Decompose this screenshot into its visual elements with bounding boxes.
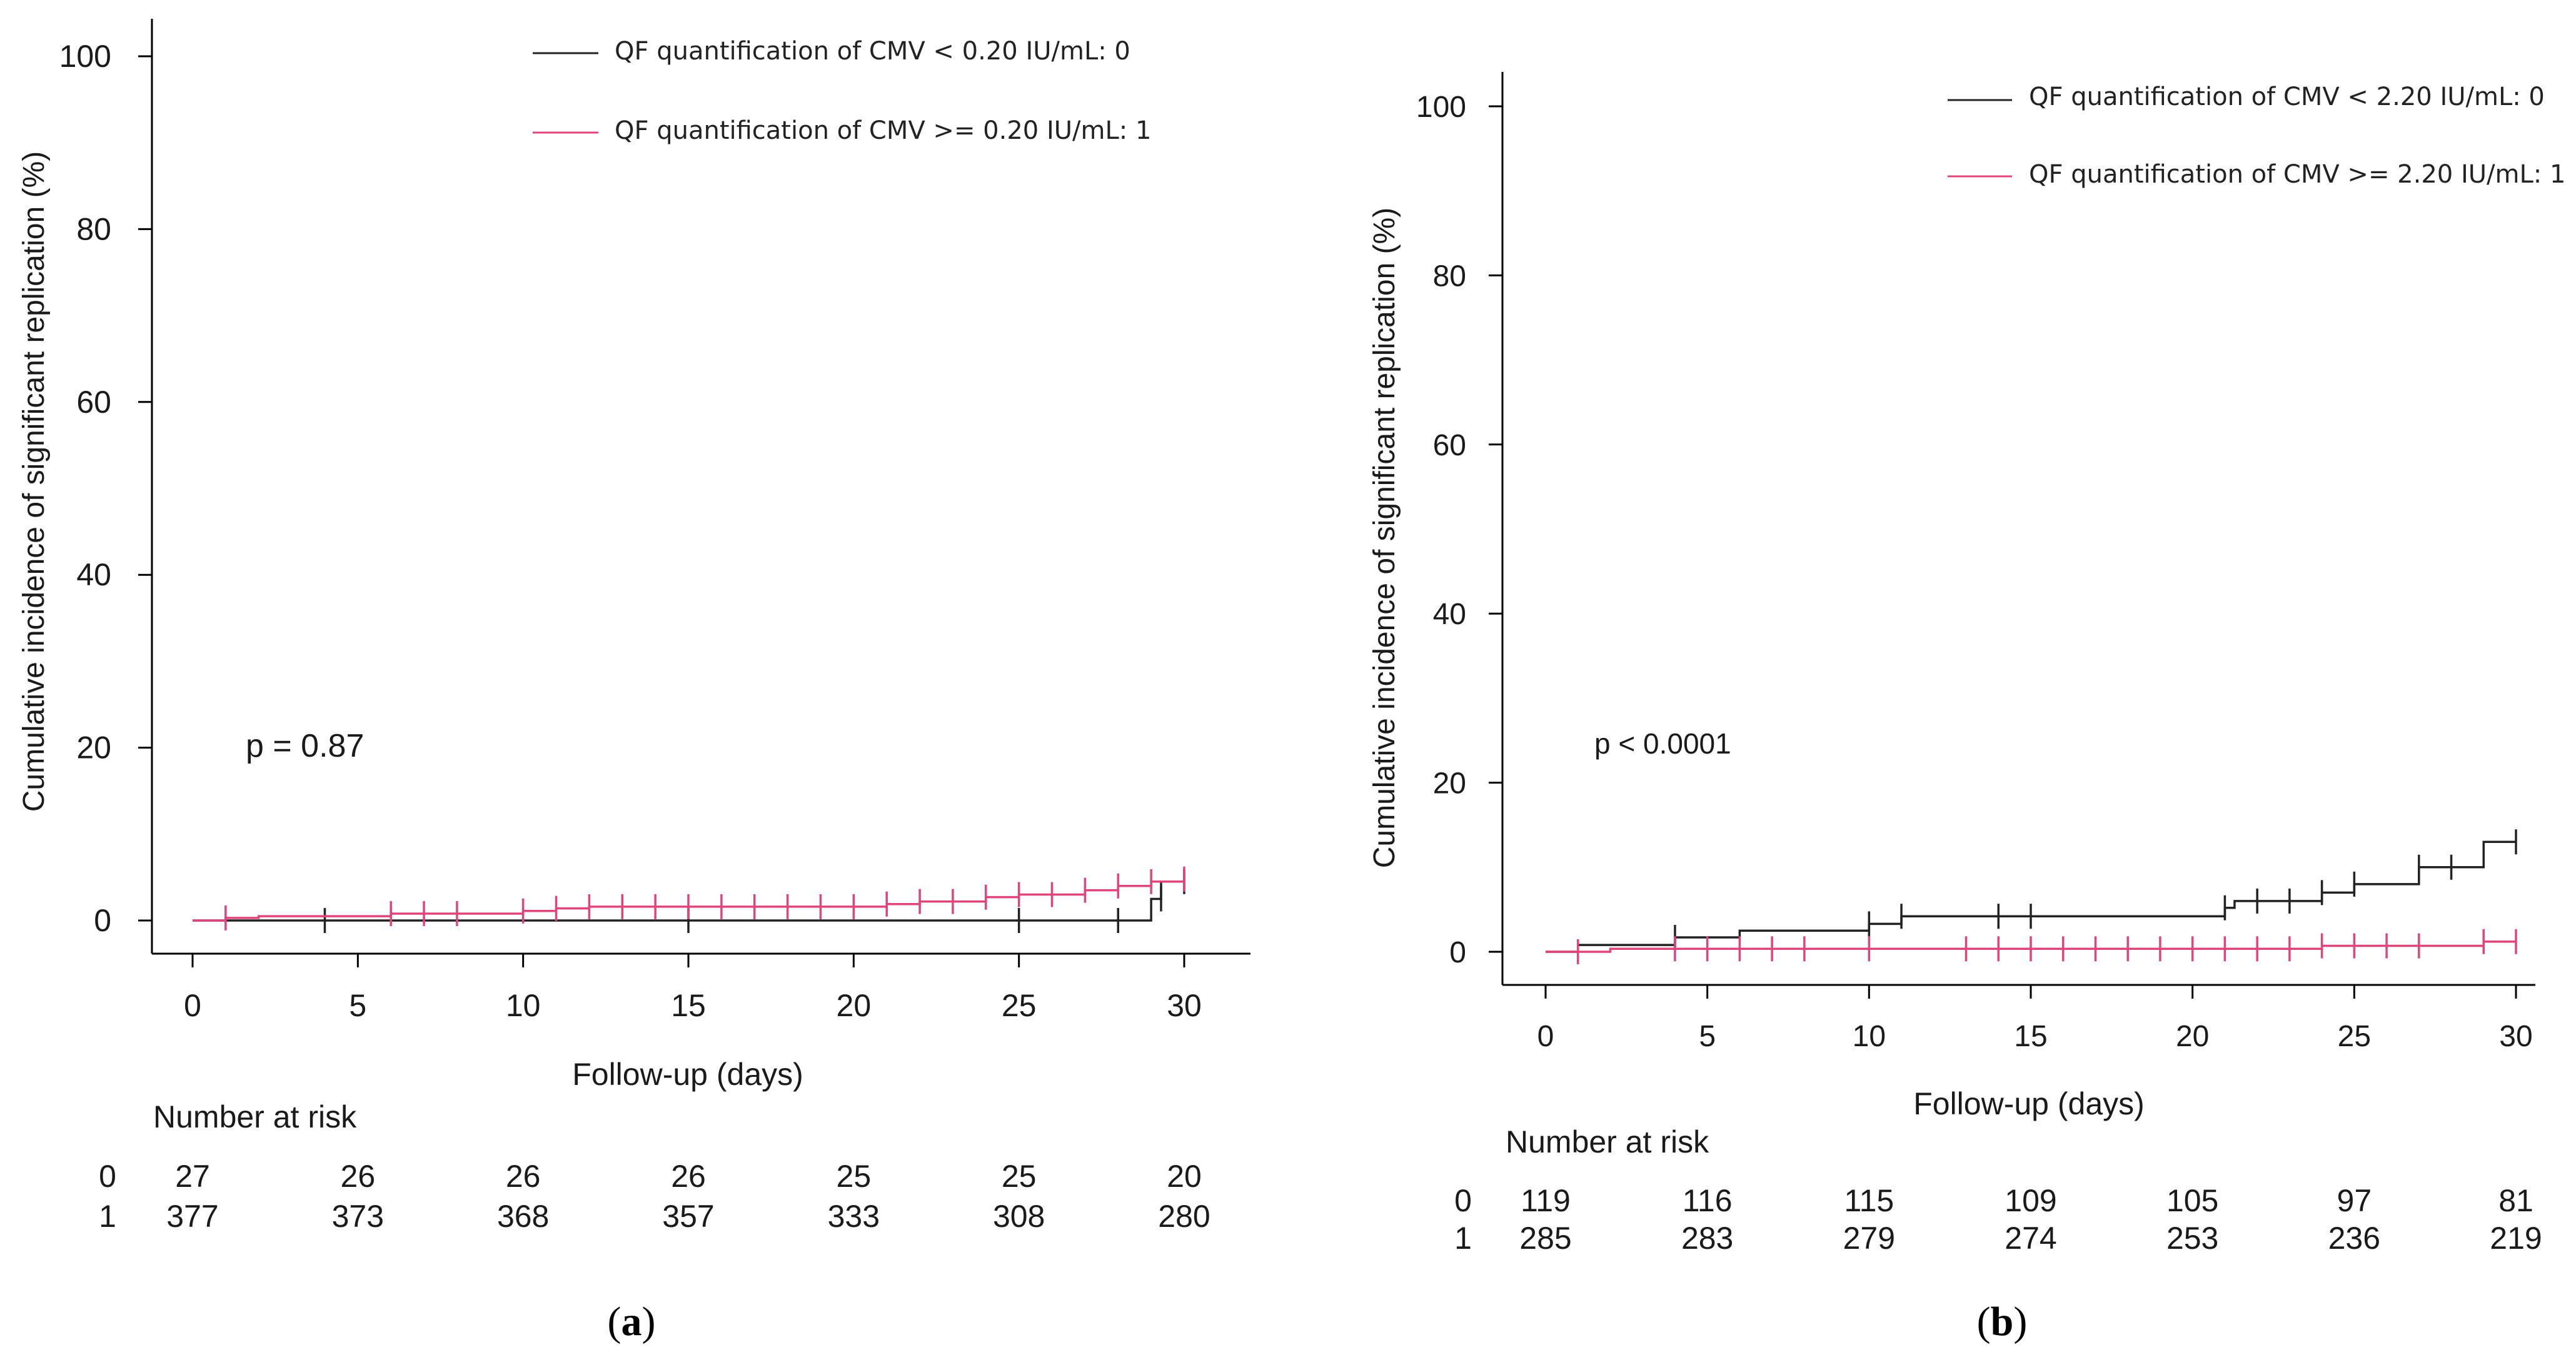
panel-a-x-tick-label-15: 15 bbox=[671, 988, 706, 1023]
panel-a-legend: QF quantification of CMV < 0.20 IU/mL: 0… bbox=[533, 37, 1151, 145]
panel-a-risk-row-label-0: 0 bbox=[99, 1159, 116, 1194]
panel-b-series-0-line bbox=[1546, 840, 2516, 953]
panel-a-legend-label-1: QF quantification of CMV >= 0.20 IU/mL: … bbox=[615, 116, 1151, 145]
panel-b-x-tick-label-25: 25 bbox=[2338, 1020, 2371, 1053]
panel-a-y-tick-label-0: 0 bbox=[94, 903, 111, 938]
panel-b-risk-value: 115 bbox=[1844, 1183, 1894, 1218]
panel-b-risk-value: 119 bbox=[1521, 1183, 1571, 1218]
panel-b-x-tick-label-20: 20 bbox=[2176, 1020, 2209, 1053]
panel-a-risk-value: 368 bbox=[497, 1199, 549, 1234]
panel-b-legend-label-0: QF quantification of CMV < 2.20 IU/mL: 0 bbox=[2029, 83, 2545, 111]
panel-a-risk-row-label-1: 1 bbox=[99, 1199, 116, 1234]
panel-a-caption: (a) bbox=[608, 1299, 656, 1344]
panel-b-x-ticks: 0 5 10 15 20 25 30 bbox=[1537, 985, 2533, 1053]
panel-a-y-tick-label-60: 60 bbox=[76, 385, 111, 420]
panel-a-risk-table: Number at risk 0 1 27 26 26 26 25 25 20 377 373 3… bbox=[99, 1099, 1210, 1234]
panel-b-risk-value: 236 bbox=[2328, 1221, 2380, 1256]
panel-b-y-tick-label-80: 80 bbox=[1433, 260, 1466, 293]
panel-a-risk-value: 26 bbox=[671, 1159, 706, 1194]
panel-a-risk-value: 333 bbox=[828, 1199, 880, 1234]
panel-b-x-tick-label-15: 15 bbox=[2014, 1020, 2047, 1053]
panel-b-y-ticks: 0 20 40 60 80 100 bbox=[1416, 91, 1502, 969]
panel-a-x-tick-label-20: 20 bbox=[837, 988, 872, 1023]
panel-b-risk-row-label-1: 1 bbox=[1454, 1221, 1472, 1256]
panel-b-legend: QF quantification of CMV < 2.20 IU/mL: 0… bbox=[1948, 83, 2565, 189]
panel-a-plot-area: 0 20 40 60 80 100 0 5 10 15 20 25 30 bbox=[59, 19, 1250, 1023]
panel-a-risk-value: 27 bbox=[175, 1159, 210, 1194]
panel-b-y-tick-label-40: 40 bbox=[1433, 598, 1466, 631]
panel-b-risk-values: 119 116 115 109 105 97 81 285 283 279 274 253 236 219 bbox=[1519, 1183, 2542, 1256]
panel-b-y-tick-label-20: 20 bbox=[1433, 767, 1466, 800]
panel-b-y-tick-label-100: 100 bbox=[1416, 91, 1466, 124]
panel-a-risk-value: 25 bbox=[1002, 1159, 1037, 1194]
panel-b-x-tick-label-30: 30 bbox=[2499, 1020, 2532, 1053]
panel-a-risk-value: 373 bbox=[332, 1199, 384, 1234]
panel-b-risk-value: 105 bbox=[2166, 1183, 2218, 1218]
panel-b-y-axis-label: Cumulative incidence of significant repl… bbox=[1368, 208, 1401, 869]
panel-b-series bbox=[1546, 829, 2517, 964]
panel-b-risk-value: 285 bbox=[1519, 1221, 1571, 1256]
panel-a-risk-value: 20 bbox=[1167, 1159, 1202, 1194]
panel-a-x-tick-label-25: 25 bbox=[1002, 988, 1037, 1023]
panel-b-risk-value: 219 bbox=[2490, 1221, 2542, 1256]
panel-b-risk-value: 279 bbox=[1843, 1221, 1895, 1256]
panel-b-risk-value: 253 bbox=[2166, 1221, 2218, 1256]
panel-a-p-value: p = 0.87 bbox=[246, 728, 364, 764]
panel-a-caption-letter: a bbox=[621, 1299, 642, 1344]
panel-b-legend-label-1: QF quantification of CMV >= 2.20 IU/mL: … bbox=[2029, 160, 2565, 189]
panel-b-x-axis-label: Follow-up (days) bbox=[1913, 1086, 2145, 1121]
panel-a-y-tick-label-100: 100 bbox=[59, 39, 111, 74]
panel-b-x-tick-label-5: 5 bbox=[1699, 1020, 1716, 1053]
panel-b-risk-value: 81 bbox=[2498, 1183, 2533, 1218]
panel-a-risk-value: 308 bbox=[993, 1199, 1045, 1234]
panel-b-y-tick-label-60: 60 bbox=[1433, 429, 1466, 462]
panel-b-x-tick-label-0: 0 bbox=[1537, 1020, 1554, 1053]
panel-a-risk-value: 357 bbox=[662, 1199, 714, 1234]
panel-a-risk-value: 26 bbox=[506, 1159, 541, 1194]
panel-b-y-tick-label-0: 0 bbox=[1449, 936, 1466, 969]
panel-b-risk-table: Number at risk 0 1 119 116 115 109 105 97 81 28… bbox=[1454, 1124, 2542, 1256]
panel-b-p-value: p < 0.0001 bbox=[1594, 727, 1731, 760]
panel-b-caption-letter: b bbox=[1991, 1299, 2014, 1344]
panel-b-risk-value: 97 bbox=[2337, 1183, 2372, 1218]
panel-a-y-tick-label-20: 20 bbox=[76, 730, 111, 765]
panel-a-y-tick-label-80: 80 bbox=[76, 211, 111, 246]
panel-b-caption: (b) bbox=[1977, 1299, 2028, 1344]
panel-a-x-tick-label-5: 5 bbox=[349, 988, 366, 1023]
panel-b-risk-table-title: Number at risk bbox=[1506, 1124, 1709, 1159]
panel-a-risk-value: 377 bbox=[166, 1199, 218, 1234]
panel-a-x-axis-label: Follow-up (days) bbox=[572, 1057, 803, 1092]
panel-a-x-tick-label-30: 30 bbox=[1167, 988, 1202, 1023]
panel-b-plot-area: 0 20 40 60 80 100 0 5 10 15 20 25 30 bbox=[1416, 72, 2535, 1053]
panel-b-x-tick-label-10: 10 bbox=[1853, 1020, 1886, 1053]
panel-a-x-ticks: 0 5 10 15 20 25 30 bbox=[184, 954, 1202, 1023]
panel-b-risk-value: 274 bbox=[2005, 1221, 2056, 1256]
panel-b-risk-value: 116 bbox=[1683, 1183, 1733, 1218]
panel-b-risk-value: 283 bbox=[1681, 1221, 1733, 1256]
panel-b-risk-value: 109 bbox=[2005, 1183, 2056, 1218]
panel-a-x-tick-label-0: 0 bbox=[184, 988, 201, 1023]
panel-a-risk-table-title: Number at risk bbox=[153, 1099, 357, 1134]
panel-a-y-axis-label: Cumulative incidence of significant repl… bbox=[18, 151, 51, 812]
panel-a-risk-value: 25 bbox=[837, 1159, 872, 1194]
panel-a-y-tick-label-40: 40 bbox=[76, 557, 111, 592]
panel-a-risk-value: 26 bbox=[341, 1159, 376, 1194]
panel-a-x-tick-label-10: 10 bbox=[506, 988, 541, 1023]
panel-a-series bbox=[193, 866, 1185, 933]
panel-a-y-ticks: 0 20 40 60 80 100 bbox=[59, 39, 152, 938]
panel-a-legend-label-0: QF quantification of CMV < 0.20 IU/mL: 0 bbox=[615, 37, 1130, 66]
panel-a-risk-value: 280 bbox=[1158, 1199, 1210, 1234]
panel-a-risk-values: 27 26 26 26 25 25 20 377 373 368 357 333 308 280 bbox=[166, 1159, 1210, 1234]
panel-b-risk-row-label-0: 0 bbox=[1454, 1183, 1472, 1218]
